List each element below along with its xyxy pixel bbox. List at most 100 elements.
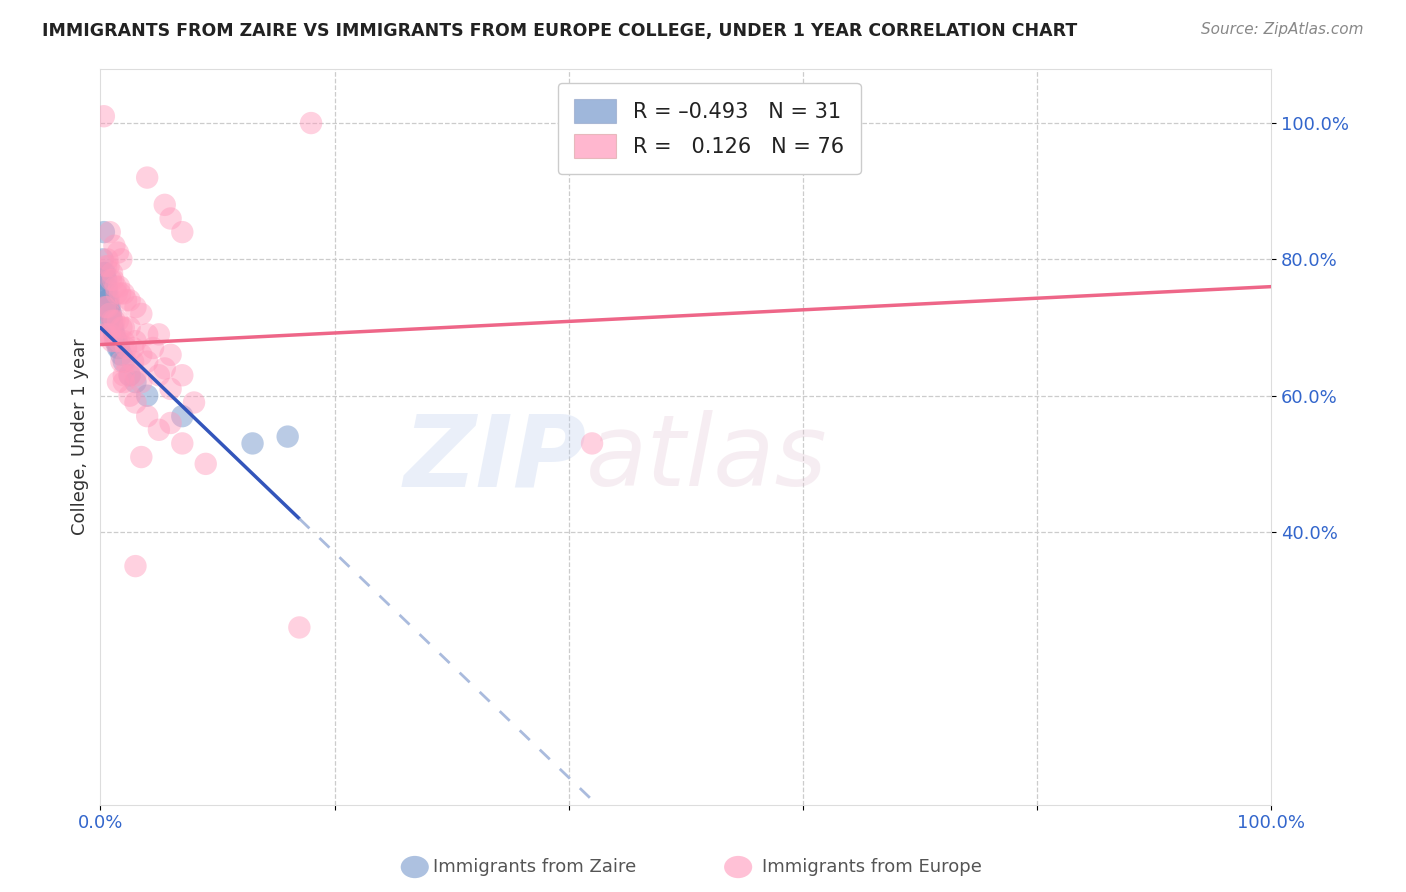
Point — [97, 259, 120, 273]
Point — [93, 327, 115, 342]
Point — [118, 368, 141, 383]
Text: IMMIGRANTS FROM ZAIRE VS IMMIGRANTS FROM EUROPE COLLEGE, UNDER 1 YEAR CORRELATIO: IMMIGRANTS FROM ZAIRE VS IMMIGRANTS FROM… — [42, 22, 1077, 40]
Point — [103, 314, 125, 328]
Point — [124, 300, 146, 314]
Point — [91, 252, 114, 267]
Point — [124, 334, 146, 348]
Point — [124, 368, 146, 383]
Point — [131, 450, 153, 464]
Point — [159, 416, 181, 430]
Point — [136, 354, 159, 368]
Point — [172, 225, 194, 239]
Point — [104, 334, 127, 348]
Point — [101, 314, 124, 328]
Point — [107, 314, 129, 328]
Point — [108, 341, 131, 355]
Point — [159, 348, 181, 362]
Point — [288, 620, 311, 634]
Point — [101, 320, 124, 334]
Point — [107, 375, 129, 389]
Point — [194, 457, 217, 471]
Point — [142, 341, 165, 355]
Point — [110, 286, 132, 301]
Point — [112, 368, 135, 383]
Point — [94, 300, 117, 314]
Point — [101, 266, 124, 280]
Point — [131, 348, 153, 362]
Point — [103, 327, 125, 342]
Point — [112, 375, 135, 389]
Point — [96, 327, 118, 342]
Point — [98, 307, 121, 321]
Point — [96, 273, 118, 287]
Point — [108, 279, 131, 293]
Point — [136, 409, 159, 424]
Point — [110, 348, 132, 362]
Point — [98, 327, 121, 342]
Point — [105, 286, 128, 301]
Point — [112, 354, 135, 368]
Point — [110, 320, 132, 334]
Point — [97, 300, 120, 314]
Point — [277, 429, 299, 443]
Point — [148, 423, 170, 437]
Point — [105, 334, 128, 348]
Point — [122, 341, 145, 355]
Text: Immigrants from Zaire: Immigrants from Zaire — [433, 858, 636, 876]
Point — [101, 334, 124, 348]
Point — [136, 170, 159, 185]
Point — [148, 327, 170, 342]
Point — [94, 266, 117, 280]
Point — [131, 307, 153, 321]
Point — [118, 293, 141, 308]
Point — [96, 293, 118, 308]
Point — [93, 225, 115, 239]
Point — [96, 252, 118, 267]
Point — [107, 245, 129, 260]
Point — [93, 266, 115, 280]
Point — [96, 286, 118, 301]
Point — [101, 314, 124, 328]
Point — [299, 116, 322, 130]
Y-axis label: College, Under 1 year: College, Under 1 year — [72, 338, 89, 535]
Point — [112, 334, 135, 348]
Point — [172, 368, 194, 383]
Point — [103, 238, 125, 252]
Point — [104, 334, 127, 348]
Point — [131, 375, 153, 389]
Point — [93, 109, 115, 123]
Text: Immigrants from Europe: Immigrants from Europe — [762, 858, 981, 876]
Point — [124, 559, 146, 574]
Point — [110, 354, 132, 368]
Point — [108, 334, 131, 348]
Point — [96, 279, 118, 293]
Point — [124, 395, 146, 409]
Point — [100, 314, 122, 328]
Point — [124, 375, 146, 389]
Point — [96, 286, 118, 301]
Point — [98, 225, 121, 239]
Point — [100, 273, 122, 287]
Text: atlas: atlas — [586, 410, 828, 508]
Point — [153, 361, 176, 376]
Point — [118, 368, 141, 383]
Point — [122, 354, 145, 368]
Point — [96, 300, 118, 314]
Point — [115, 293, 138, 308]
Point — [112, 320, 135, 334]
Text: ZIP: ZIP — [404, 410, 586, 508]
Point — [183, 395, 205, 409]
Point — [112, 286, 135, 301]
Point — [159, 211, 181, 226]
Point — [153, 198, 176, 212]
Point — [98, 307, 121, 321]
Point — [104, 279, 127, 293]
Point — [103, 320, 125, 334]
Point — [98, 300, 121, 314]
Point — [110, 252, 132, 267]
Point — [115, 354, 138, 368]
Point — [136, 389, 159, 403]
Point — [136, 327, 159, 342]
Point — [242, 436, 264, 450]
Point — [581, 436, 603, 450]
